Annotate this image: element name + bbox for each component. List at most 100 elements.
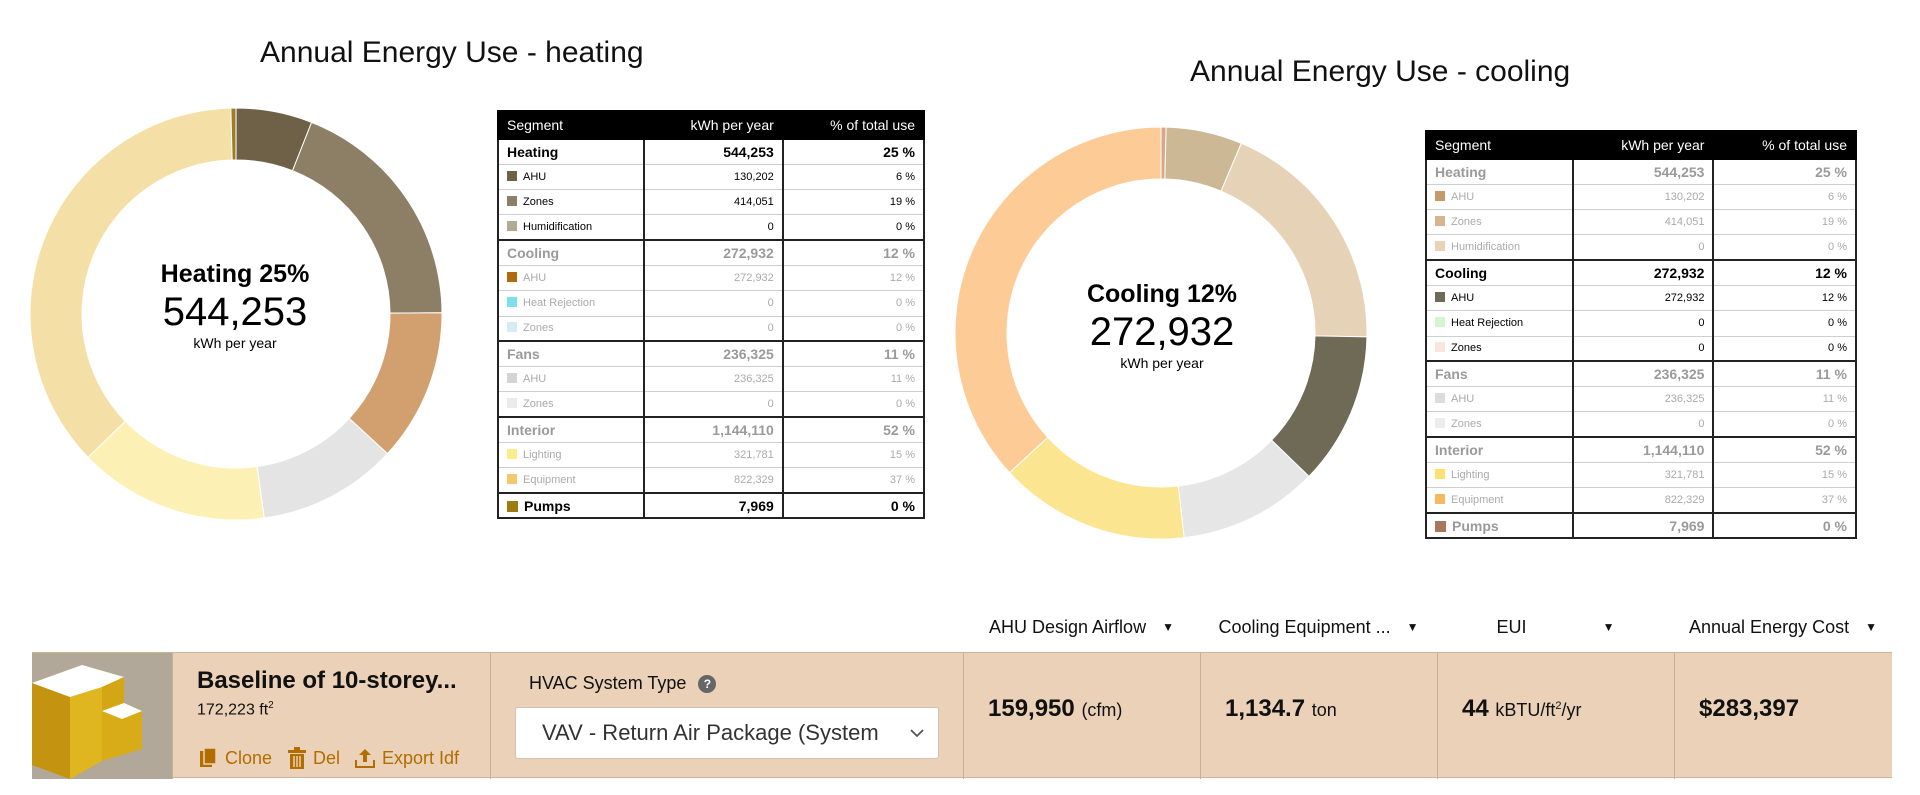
cell-pct: 12 % [781,239,926,266]
donut-slice[interactable] [1008,436,1185,540]
cell-segment: Lighting [1424,462,1575,489]
area-value: 172,223 ft [197,701,269,719]
col-header-pct: % of total use [781,110,926,140]
table-row: Zones 414,051 19 % [497,189,926,216]
cell-segment: Zones [1424,209,1575,236]
metric-header-label: AHU Design Airflow [989,616,1147,637]
legend-swatch [1435,190,1445,201]
cell-kwh: 0 [642,214,784,241]
cell-segment: Humidification [497,214,645,241]
donut-center-value: 544,253 [162,290,308,334]
annual-cost-value: $283,397 [1699,695,1800,722]
cell-pct: 52 % [781,416,926,444]
legend-swatch [1435,494,1445,505]
donut-center-title: Cooling 12% [1086,280,1237,308]
export-idf-button[interactable]: Export Idf [354,747,459,769]
segment-label: Lighting [1451,469,1490,482]
col-header-segment: Segment [497,110,645,140]
building-row[interactable]: Baseline of 10-storey... 172,223 ft2 Clo… [32,652,1892,779]
cell-pct: 25 % [1712,157,1857,185]
cell-pct: 0 % [781,214,926,241]
table-row: Equipment 822,329 37 % [497,467,926,494]
cell-kwh: 272,932 [1572,285,1715,312]
trash-icon [288,747,306,769]
metric-dropdown-cooling-equipment[interactable]: Cooling Equipment ... ▼ [1200,612,1437,642]
donut-slice[interactable] [230,107,237,161]
cell-segment: AHU [497,265,645,292]
cell-kwh: 321,781 [642,442,784,469]
table-row: Heat Rejection 0 0 % [1424,310,1857,337]
segment-label: Heat Rejection [523,297,596,310]
segment-label: Fans [507,346,540,363]
help-icon[interactable]: ? [698,674,717,693]
cell-pct: 6 % [1712,184,1857,211]
segment-label: AHU [1451,292,1475,305]
table-row: Zones 0 0 % [497,391,926,418]
hvac-selected-value: VAV - Return Air Package (System [542,720,879,745]
legend-swatch [507,297,517,308]
col-header-segment: Segment [1424,130,1575,160]
cell-pct: 19 % [781,189,926,216]
building-name[interactable]: Baseline of 10-storey... [197,667,457,694]
segment-label: Pumps [1452,517,1499,534]
segment-label: Humidification [1451,241,1521,254]
cell-segment: AHU [497,164,645,191]
caret-down-icon: ▼ [1162,620,1174,634]
clone-button[interactable]: Clone [197,747,272,769]
legend-swatch [1435,520,1446,532]
chart-title-heating: Annual Energy Use - heating [260,36,644,69]
hvac-system-type-label: HVAC System Type ? [529,673,717,694]
cell-pct: 0 % [1712,310,1857,337]
cell-kwh: 272,932 [642,239,784,266]
delete-button[interactable]: Del [287,747,340,769]
cell-kwh: 236,325 [1572,386,1715,413]
donut-slice[interactable] [87,420,265,521]
legend-swatch [507,322,517,333]
cell-pct: 15 % [781,442,926,469]
building-thumbnail[interactable] [32,653,172,779]
table-header-row: Segment kWh per year % of total use [1424,130,1857,160]
cell-segment: Cooling [1424,259,1575,286]
divider [963,653,964,779]
table-row: AHU 272,932 12 % [1424,285,1857,312]
cell-kwh: 272,932 [1572,259,1715,286]
metric-header-label: Annual Energy Cost [1689,616,1850,637]
table-category-row: Interior 1,144,110 52 % [1424,436,1857,464]
cell-segment: Zones [497,391,645,418]
cell-pct: 11 % [1712,386,1857,413]
legend-swatch [1435,216,1445,227]
donut-slice[interactable] [29,107,233,459]
cell-pct: 12 % [1712,285,1857,312]
legend-swatch [1435,393,1445,404]
cell-kwh: 7,969 [1572,512,1715,540]
segment-label: Cooling [1435,265,1488,282]
segment-label: Heating [507,143,559,160]
cell-kwh: 1,144,110 [1572,436,1715,464]
cell-segment: Zones [497,316,645,342]
segment-label: Heat Rejection [1451,317,1524,330]
building-area: 172,223 ft2 [197,700,274,719]
cell-kwh: 544,253 [642,137,784,165]
donut-slice[interactable] [954,126,1162,474]
eui-unit-prefix: kBTU/ft [1495,700,1556,720]
cell-pct: 0 % [781,391,926,418]
hvac-system-select[interactable]: VAV - Return Air Package (System [515,707,939,759]
legend-swatch [1435,469,1445,480]
cell-kwh: 0 [1572,411,1715,438]
cell-kwh: 822,329 [642,467,784,494]
donut-center-unit: kWh per year [193,335,277,351]
cell-pct: 37 % [1712,487,1857,514]
divider [490,653,491,779]
metric-dropdown-eui[interactable]: EUI ▼ [1437,612,1674,642]
delete-label: Del [313,747,341,768]
cell-segment: AHU [1424,285,1575,312]
metric-dropdown-airflow[interactable]: AHU Design Airflow ▼ [963,612,1200,642]
table-row: Zones 0 0 % [1424,411,1857,438]
legend-swatch [507,196,517,207]
legend-swatch [1435,418,1445,429]
cell-segment: AHU [1424,184,1575,211]
table-row: AHU 236,325 11 % [497,366,926,393]
cell-segment: Equipment [1424,487,1575,514]
metric-dropdown-cost[interactable]: Annual Energy Cost ▼ [1674,612,1892,642]
segment-label: Zones [523,196,554,209]
